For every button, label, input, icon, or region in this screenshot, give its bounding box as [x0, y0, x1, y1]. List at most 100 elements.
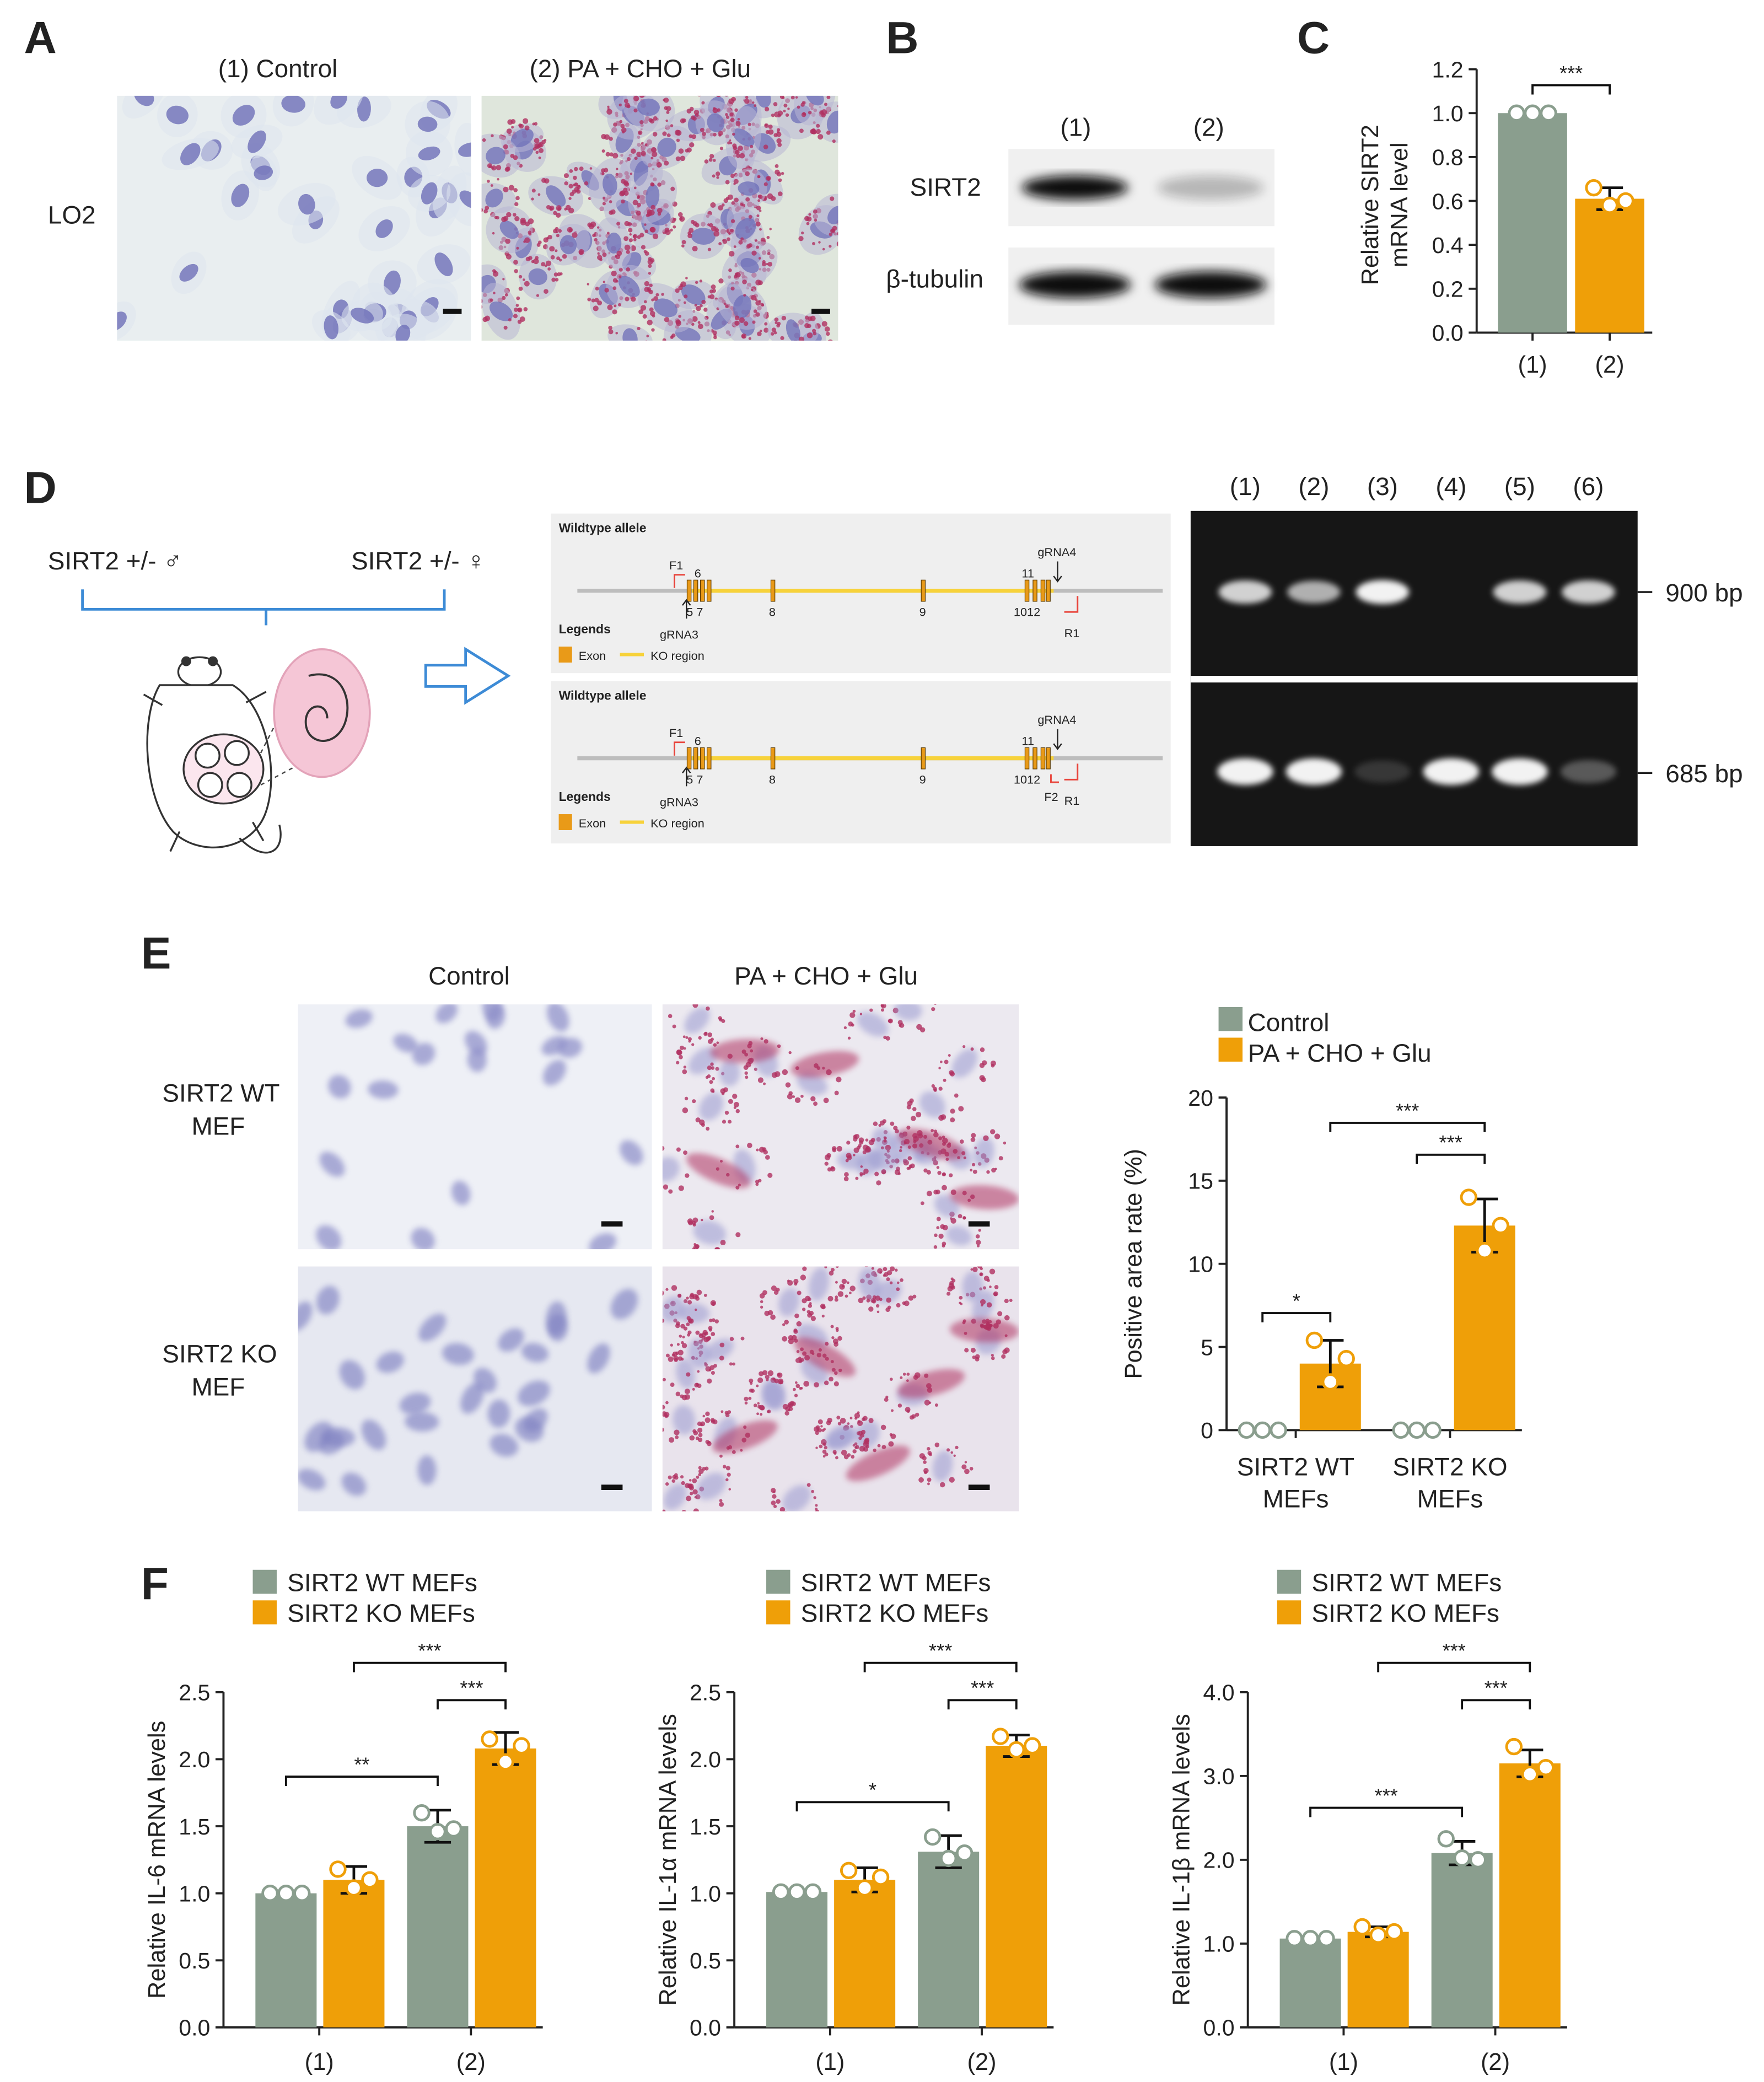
cell-nucleus: [521, 1343, 548, 1363]
lipid-droplet: [815, 1509, 819, 1511]
cell-nucleus: [376, 1351, 404, 1373]
significance-label: ***: [1396, 1099, 1419, 1122]
lipid-droplet: [822, 1442, 827, 1446]
lipid-droplet: [716, 171, 720, 176]
lipid-droplet: [676, 138, 680, 142]
lipid-droplet: [503, 186, 509, 192]
lipid-droplet: [673, 225, 676, 229]
data-point: [1385, 1923, 1403, 1941]
lipid-droplet: [686, 1322, 690, 1327]
panel-d-letter: D: [24, 462, 56, 513]
lipid-droplet: [537, 193, 541, 196]
lipid-droplet: [807, 1312, 813, 1318]
lipid-droplet: [725, 95, 728, 97]
lipid-droplet: [982, 1286, 987, 1290]
lipid-droplet: [832, 139, 836, 143]
lipid-droplet: [754, 87, 757, 90]
cell-nucleus: [587, 1343, 610, 1374]
lipid-droplet: [656, 162, 662, 168]
lipid-droplet: [775, 321, 778, 325]
lipid-droplet: [797, 105, 800, 109]
lipid-droplet: [578, 249, 584, 255]
lipid-droplet: [558, 229, 562, 233]
y-tick-label: 2.0: [690, 1747, 721, 1772]
lipid-droplet: [766, 176, 771, 181]
lipid-droplet: [510, 119, 516, 124]
lipid-droplet: [1004, 1299, 1009, 1304]
data-point: [804, 1883, 822, 1901]
cell-nucleus: [330, 95, 347, 109]
significance-label: ***: [1559, 62, 1583, 84]
lipid-droplet: [855, 1176, 859, 1180]
lipid-droplet: [476, 155, 481, 160]
lipid-droplet: [841, 220, 847, 225]
lipid-droplet: [573, 175, 577, 180]
lipid-droplet: [911, 1116, 916, 1121]
data-point: [1254, 1421, 1271, 1439]
data-point: [345, 1879, 363, 1897]
lipid-droplet: [687, 233, 693, 239]
lipid-droplet: [989, 1268, 996, 1274]
lipid-droplet: [759, 1405, 765, 1411]
lipid-droplet: [718, 242, 722, 246]
lipid-droplet: [748, 337, 751, 340]
gel-divider: [1190, 676, 1638, 683]
lipid-droplet: [760, 1300, 763, 1304]
lipid-droplet: [971, 1163, 976, 1166]
cell-nucleus: [298, 1468, 326, 1491]
primer-r1-arrow: [1064, 763, 1079, 781]
lipid-droplet: [626, 267, 631, 272]
lipid-droplet: [958, 1214, 962, 1219]
lipid-droplet: [765, 1374, 770, 1380]
micrograph-e-wt-control-cells: [316, 1004, 643, 1250]
significance-label: ***: [1485, 1677, 1508, 1699]
lipid-droplet: [781, 171, 784, 175]
lipid-cluster: [794, 1337, 856, 1377]
lipid-droplet: [743, 293, 746, 297]
lipid-droplet: [681, 240, 686, 245]
data-point: [772, 1883, 790, 1901]
lipid-droplet: [931, 1084, 935, 1088]
lipid-droplet: [960, 1303, 963, 1305]
lipid-droplet: [710, 1037, 714, 1041]
lipid-droplet: [908, 1295, 914, 1301]
lipid-droplet: [725, 115, 730, 119]
lipid-droplet: [555, 278, 559, 282]
lipid-droplet: [732, 143, 737, 148]
lipid-droplet: [749, 1378, 754, 1383]
data-point: [1537, 1758, 1555, 1777]
lipid-droplet: [906, 1373, 910, 1376]
lipid-droplet: [949, 1070, 954, 1075]
data-point: [840, 1862, 858, 1880]
y-tick-label: 0.2: [1432, 277, 1464, 302]
gel-lane-label: (2): [1298, 472, 1329, 501]
lipid-droplet: [716, 95, 721, 98]
lipid-droplet: [725, 1478, 729, 1482]
lipid-droplet: [725, 304, 729, 308]
lipid-droplet: [613, 86, 617, 90]
data-point: [277, 1884, 295, 1902]
lipid-droplet: [707, 248, 712, 251]
lipid-droplet: [740, 237, 744, 241]
lipid-droplet: [821, 1314, 825, 1318]
lipid-droplet: [933, 1086, 937, 1091]
lipid-droplet: [755, 279, 761, 286]
lipid-droplet: [753, 309, 757, 313]
lipid-droplet: [846, 1140, 851, 1145]
x-tick-label: (1): [1329, 2049, 1358, 2075]
lipid-droplet: [991, 1356, 995, 1360]
lipid-droplet: [629, 223, 632, 226]
lipid-droplet: [682, 1069, 687, 1074]
lipid-droplet: [886, 1297, 891, 1303]
lipid-droplet: [472, 200, 477, 205]
lipid-droplet: [712, 107, 718, 114]
lipid-droplet: [673, 217, 676, 221]
lipid-droplet: [900, 1146, 902, 1149]
lipid-droplet: [794, 346, 798, 349]
lipid-droplet: [936, 1226, 940, 1230]
lipid-droplet: [841, 109, 847, 115]
significance-label: ***: [1443, 1639, 1466, 1662]
cell-nucleus: [866, 1149, 900, 1170]
y-axis-label: Positive area rate (%): [1121, 1149, 1147, 1379]
